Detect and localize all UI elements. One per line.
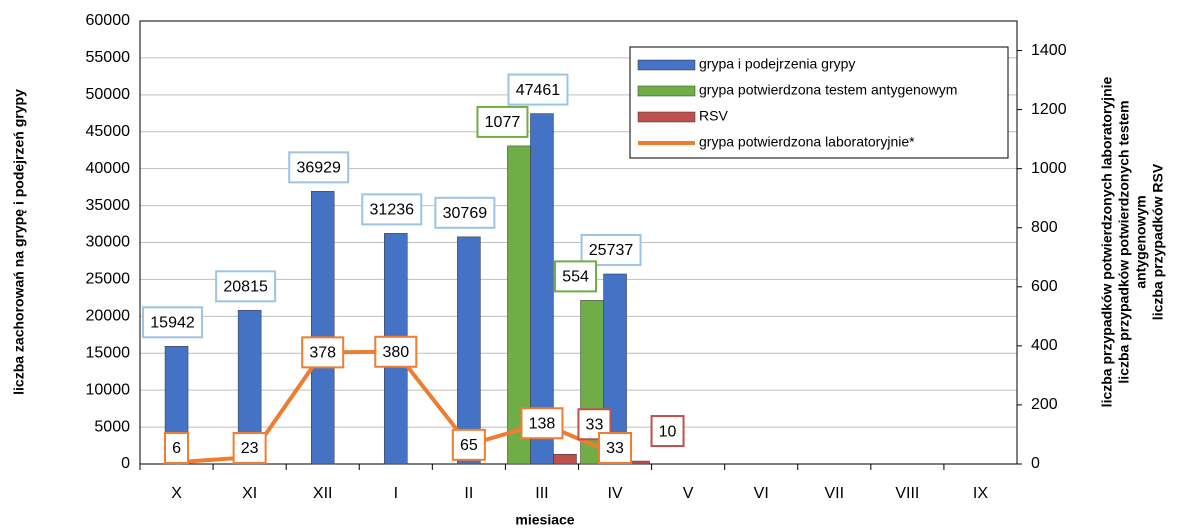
data-label: 138 <box>529 415 556 432</box>
legend-swatch <box>637 111 696 123</box>
data-label-box <box>301 336 345 369</box>
y-tick-label: 5000 <box>94 418 130 435</box>
x-tick-label: I <box>394 485 398 502</box>
data-label-box <box>476 105 529 138</box>
legend-swatch <box>637 59 696 71</box>
y2-axis-label: liczba przypadków RSV <box>1150 163 1166 320</box>
data-label: 30769 <box>443 205 488 222</box>
data-label: 554 <box>562 269 589 286</box>
data-label: 20815 <box>223 279 268 296</box>
x-axis-label: miesiace <box>515 512 574 528</box>
x-tick-label: VIII <box>895 485 919 502</box>
x-tick-label: IV <box>607 485 622 502</box>
bar <box>507 145 531 465</box>
bar <box>310 191 335 465</box>
data-label-box <box>598 432 633 464</box>
y-tick-label: 35000 <box>86 197 131 214</box>
data-label-box <box>554 260 598 293</box>
y2-tick-label: 400 <box>1031 337 1058 354</box>
y2-tick-label: 1000 <box>1031 160 1067 177</box>
y-tick-label: 40000 <box>86 160 131 177</box>
y2-tick-label: 0 <box>1031 455 1040 472</box>
y-tick-label: 50000 <box>86 86 131 103</box>
data-label-box <box>520 407 564 440</box>
data-label: 33 <box>586 416 604 433</box>
data-label: 380 <box>382 344 409 361</box>
data-label-box <box>451 428 486 461</box>
data-label-box <box>650 415 685 448</box>
data-label-box <box>580 233 642 266</box>
bar <box>553 454 577 465</box>
y-tick-label: 10000 <box>86 381 131 398</box>
y-tick-label: 55000 <box>86 49 131 66</box>
data-label-box <box>374 335 418 368</box>
y-tick-label: 20000 <box>86 308 131 325</box>
x-tick-label: IX <box>973 485 988 502</box>
data-label: 23 <box>241 440 259 457</box>
data-label-box <box>288 151 350 184</box>
legend-label: grypa potwierdzona laboratoryjnie* <box>699 134 915 150</box>
x-tick-label: XII <box>313 485 333 502</box>
y2-tick-label: 600 <box>1031 278 1058 295</box>
y-tick-label: 0 <box>121 455 130 472</box>
y2-tick-label: 200 <box>1031 396 1058 413</box>
data-label: 36929 <box>296 160 341 177</box>
x-tick-label: VII <box>825 485 845 502</box>
data-label: 33 <box>606 440 624 457</box>
data-label-box <box>507 73 569 106</box>
x-tick-label: VI <box>754 485 769 502</box>
y-axis-label: liczba zachorowań na grypę i podejrzeń g… <box>11 89 27 395</box>
legend-label: grypa potwierdzona testem antygenowym <box>699 82 957 98</box>
data-label: 31236 <box>370 202 415 219</box>
bar <box>457 236 481 465</box>
data-label: 47461 <box>516 82 561 99</box>
y-tick-label: 60000 <box>86 12 131 29</box>
x-tick-label: II <box>464 485 473 502</box>
y2-axis-label: antygenowym <box>1133 195 1149 288</box>
y-tick-label: 30000 <box>86 234 131 251</box>
legend-label: grypa i podejrzenia grypy <box>699 56 855 72</box>
data-label: 10 <box>659 423 677 440</box>
data-label-box <box>142 306 204 339</box>
y-tick-label: 15000 <box>86 344 131 361</box>
y-tick-label: 25000 <box>86 271 131 288</box>
data-label-box <box>361 193 423 226</box>
y2-tick-label: 1400 <box>1031 42 1067 59</box>
data-label: 65 <box>460 437 478 454</box>
y2-axis-label: liczba przypadków potwierdzonych testem <box>1116 100 1132 383</box>
data-label: 6 <box>172 440 181 457</box>
data-label-box <box>164 432 190 464</box>
x-tick-label: V <box>683 485 694 502</box>
x-tick-label: X <box>171 485 182 502</box>
legend-label: RSV <box>699 108 728 124</box>
y2-axis-label: liczba przypadków potwierdzonych laborat… <box>1099 76 1115 407</box>
data-label: 378 <box>309 345 336 362</box>
data-label: 15942 <box>150 315 195 332</box>
y-tick-label: 45000 <box>86 123 131 140</box>
x-tick-label: XI <box>242 485 257 502</box>
y2-tick-label: 1200 <box>1031 101 1067 118</box>
data-label-box <box>215 270 277 303</box>
legend-swatch <box>637 85 696 97</box>
y2-tick-label: 800 <box>1031 219 1058 236</box>
data-label: 25737 <box>589 242 634 259</box>
data-label-box <box>434 196 496 229</box>
x-tick-label: III <box>535 485 548 502</box>
data-label-box <box>232 432 267 464</box>
data-label: 1077 <box>485 114 521 131</box>
